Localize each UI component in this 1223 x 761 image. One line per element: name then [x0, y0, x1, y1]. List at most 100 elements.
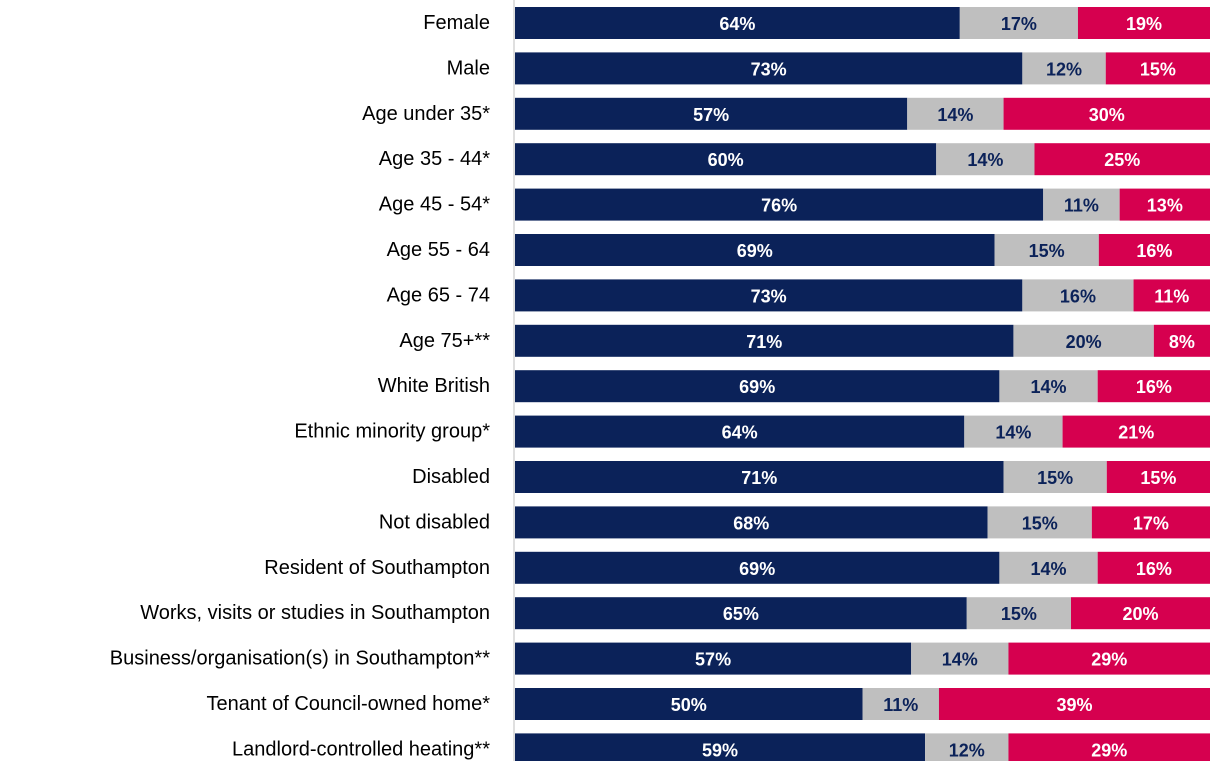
- data-label-disagree: 29%: [1091, 740, 1127, 760]
- data-label-agree: 68%: [733, 513, 769, 533]
- category-label: Age under 35*: [362, 103, 490, 125]
- data-label-agree: 64%: [719, 14, 755, 34]
- data-label-agree: 57%: [693, 105, 729, 125]
- data-label-disagree: 21%: [1118, 423, 1154, 443]
- data-label-disagree: 15%: [1140, 468, 1176, 488]
- bar-segment-agree: [515, 188, 1044, 221]
- data-label-neutral: 15%: [1029, 241, 1065, 261]
- data-label-neutral: 14%: [967, 150, 1003, 170]
- bar-segment-neutral: [862, 688, 939, 720]
- bar-segment-agree: [515, 642, 912, 675]
- data-label-agree: 76%: [761, 196, 797, 216]
- data-label-agree: 65%: [723, 604, 759, 624]
- bar-segment-neutral: [964, 415, 1063, 448]
- bar-segment-neutral: [987, 506, 1092, 539]
- data-label-agree: 69%: [739, 559, 775, 579]
- data-label-neutral: 11%: [883, 695, 918, 715]
- data-label-agree: 64%: [722, 423, 758, 443]
- bar-segment-disagree: [1077, 7, 1210, 39]
- category-label: Business/organisation(s) in Southampton*…: [110, 648, 490, 670]
- data-label-agree: 59%: [702, 740, 738, 760]
- category-label: Not disabled: [379, 511, 490, 533]
- bar-segment-disagree: [938, 688, 1210, 720]
- bar-segment-neutral: [999, 551, 1098, 584]
- data-label-neutral: 15%: [1037, 468, 1073, 488]
- category-label: Works, visits or studies in Southampton: [140, 602, 490, 624]
- value-labels: 64% 17% 19% 73% 12% 15% 57% 14% 30% 60% 14% 25% 76% 1…: [671, 14, 1195, 760]
- bar-segment-disagree: [1097, 551, 1210, 584]
- data-label-agree: 60%: [708, 150, 744, 170]
- bar-segment-neutral: [907, 97, 1004, 130]
- data-label-disagree: 16%: [1136, 377, 1172, 397]
- data-label-disagree: 16%: [1136, 559, 1172, 579]
- bar-segment-agree: [515, 7, 960, 39]
- category-label: Age 55 - 64: [387, 239, 490, 261]
- data-label-neutral: 15%: [1022, 513, 1058, 533]
- bar-segment-disagree: [1008, 733, 1210, 761]
- bar-segment-neutral: [959, 7, 1078, 39]
- data-label-agree: 69%: [739, 377, 775, 397]
- bar-segment-agree: [515, 143, 937, 176]
- bar-segment-disagree: [1091, 506, 1210, 539]
- category-label: Age 75+**: [399, 330, 490, 352]
- category-label: Ethnic minority group*: [294, 421, 490, 443]
- data-label-disagree: 16%: [1136, 241, 1172, 261]
- category-label: Age 45 - 54*: [379, 194, 490, 216]
- data-label-agree: 73%: [751, 286, 787, 306]
- bar-segment-disagree: [1034, 143, 1210, 176]
- data-label-neutral: 14%: [1031, 559, 1067, 579]
- category-label: Female: [423, 12, 490, 34]
- bar-segment-disagree: [1003, 97, 1210, 130]
- category-label: Resident of Southampton: [264, 557, 490, 579]
- bar-segment-disagree: [1153, 324, 1210, 357]
- category-labels: Female Male Age under 35* Age 35 - 44* Age 4…: [110, 12, 490, 760]
- category-label: Landlord-controlled heating**: [232, 738, 490, 760]
- bar-segment-disagree: [1106, 461, 1210, 493]
- data-label-neutral: 16%: [1060, 286, 1096, 306]
- bar-segment-agree: [515, 97, 908, 130]
- data-label-disagree: 15%: [1140, 59, 1176, 79]
- bar-segment-agree: [515, 733, 926, 761]
- data-label-agree: 71%: [741, 468, 777, 488]
- data-label-disagree: 13%: [1147, 196, 1183, 216]
- bar-segment-disagree: [1133, 279, 1210, 312]
- bar-segment-agree: [515, 551, 1000, 584]
- bar-segment-neutral: [1043, 188, 1120, 221]
- bar-segment-neutral: [925, 733, 1009, 761]
- bar-segment-disagree: [1119, 188, 1210, 221]
- data-label-neutral: 14%: [1031, 377, 1067, 397]
- bar-segment-agree: [515, 506, 988, 539]
- bar-segment-neutral: [966, 597, 1071, 630]
- bar-segment-agree: [515, 597, 967, 630]
- data-label-agree: 57%: [695, 650, 731, 670]
- data-label-neutral: 14%: [937, 105, 973, 125]
- bar-segment-agree: [515, 370, 1000, 403]
- data-label-neutral: 12%: [949, 740, 985, 760]
- data-label-neutral: 20%: [1066, 332, 1102, 352]
- data-label-neutral: 11%: [1064, 196, 1099, 216]
- bar-segment-agree: [515, 688, 863, 720]
- bar-segment-disagree: [1097, 370, 1210, 403]
- data-label-agree: 50%: [671, 695, 707, 715]
- data-label-disagree: 25%: [1104, 150, 1140, 170]
- data-label-agree: 71%: [746, 332, 782, 352]
- data-label-disagree: 39%: [1056, 695, 1092, 715]
- bar-segment-agree: [515, 461, 1004, 493]
- data-label-agree: 69%: [737, 241, 773, 261]
- data-label-neutral: 12%: [1046, 59, 1082, 79]
- bar-segment-disagree: [1071, 597, 1210, 630]
- bar-segment-disagree: [1062, 415, 1210, 448]
- bar-segment-neutral: [936, 143, 1035, 176]
- category-label: Disabled: [412, 466, 490, 488]
- bar-segments: [515, 7, 1210, 761]
- data-label-disagree: 20%: [1122, 604, 1158, 624]
- category-label: White British: [378, 375, 490, 397]
- data-label-neutral: 14%: [995, 423, 1031, 443]
- bar-segment-agree: [515, 415, 965, 448]
- bar-segment-neutral: [999, 370, 1098, 403]
- bar-segment-neutral: [1003, 461, 1107, 493]
- category-label: Age 35 - 44*: [379, 148, 490, 170]
- category-label: Age 65 - 74: [387, 284, 490, 306]
- bar-segment-disagree: [1008, 642, 1210, 675]
